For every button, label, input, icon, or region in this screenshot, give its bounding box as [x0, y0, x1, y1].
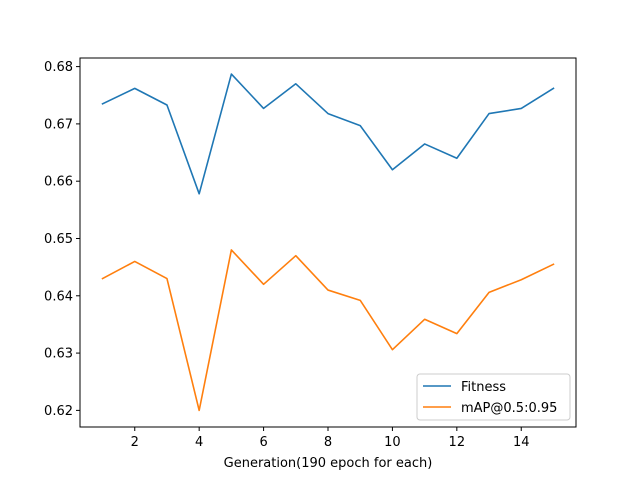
y-tick-label: 0.65 — [44, 232, 73, 247]
x-axis-ticks: 2 4 6 8 10 12 14 — [131, 427, 530, 450]
y-tick-label: 0.68 — [44, 60, 73, 75]
x-axis-label: Generation(190 epoch for each) — [224, 456, 433, 471]
series-line-1 — [101, 249, 555, 412]
y-tick-label: 0.67 — [44, 117, 73, 132]
series-layer — [101, 73, 555, 412]
y-tick-label: 0.62 — [44, 404, 73, 419]
x-tick-label: 8 — [324, 435, 332, 450]
x-tick-label: 6 — [259, 435, 267, 450]
series-line-0 — [101, 73, 555, 195]
x-tick-label: 14 — [513, 435, 530, 450]
x-tick-label: 4 — [195, 435, 203, 450]
legend-label-1: mAP@0.5:0.95 — [461, 401, 557, 416]
legend: Fitness mAP@0.5:0.95 — [416, 373, 571, 421]
x-tick-label: 10 — [384, 435, 401, 450]
plot-frame — [79, 57, 577, 428]
legend-box — [416, 373, 571, 421]
x-tick-label: 2 — [131, 435, 139, 450]
x-tick-label: 12 — [449, 435, 466, 450]
y-axis-ticks: 0.62 0.63 0.64 0.65 0.66 0.67 0.68 — [44, 60, 80, 419]
y-tick-label: 0.64 — [44, 289, 73, 304]
y-tick-label: 0.66 — [44, 175, 73, 190]
legend-label-0: Fitness — [461, 380, 506, 395]
y-tick-label: 0.63 — [44, 347, 73, 362]
plot-area — [80, 58, 576, 427]
